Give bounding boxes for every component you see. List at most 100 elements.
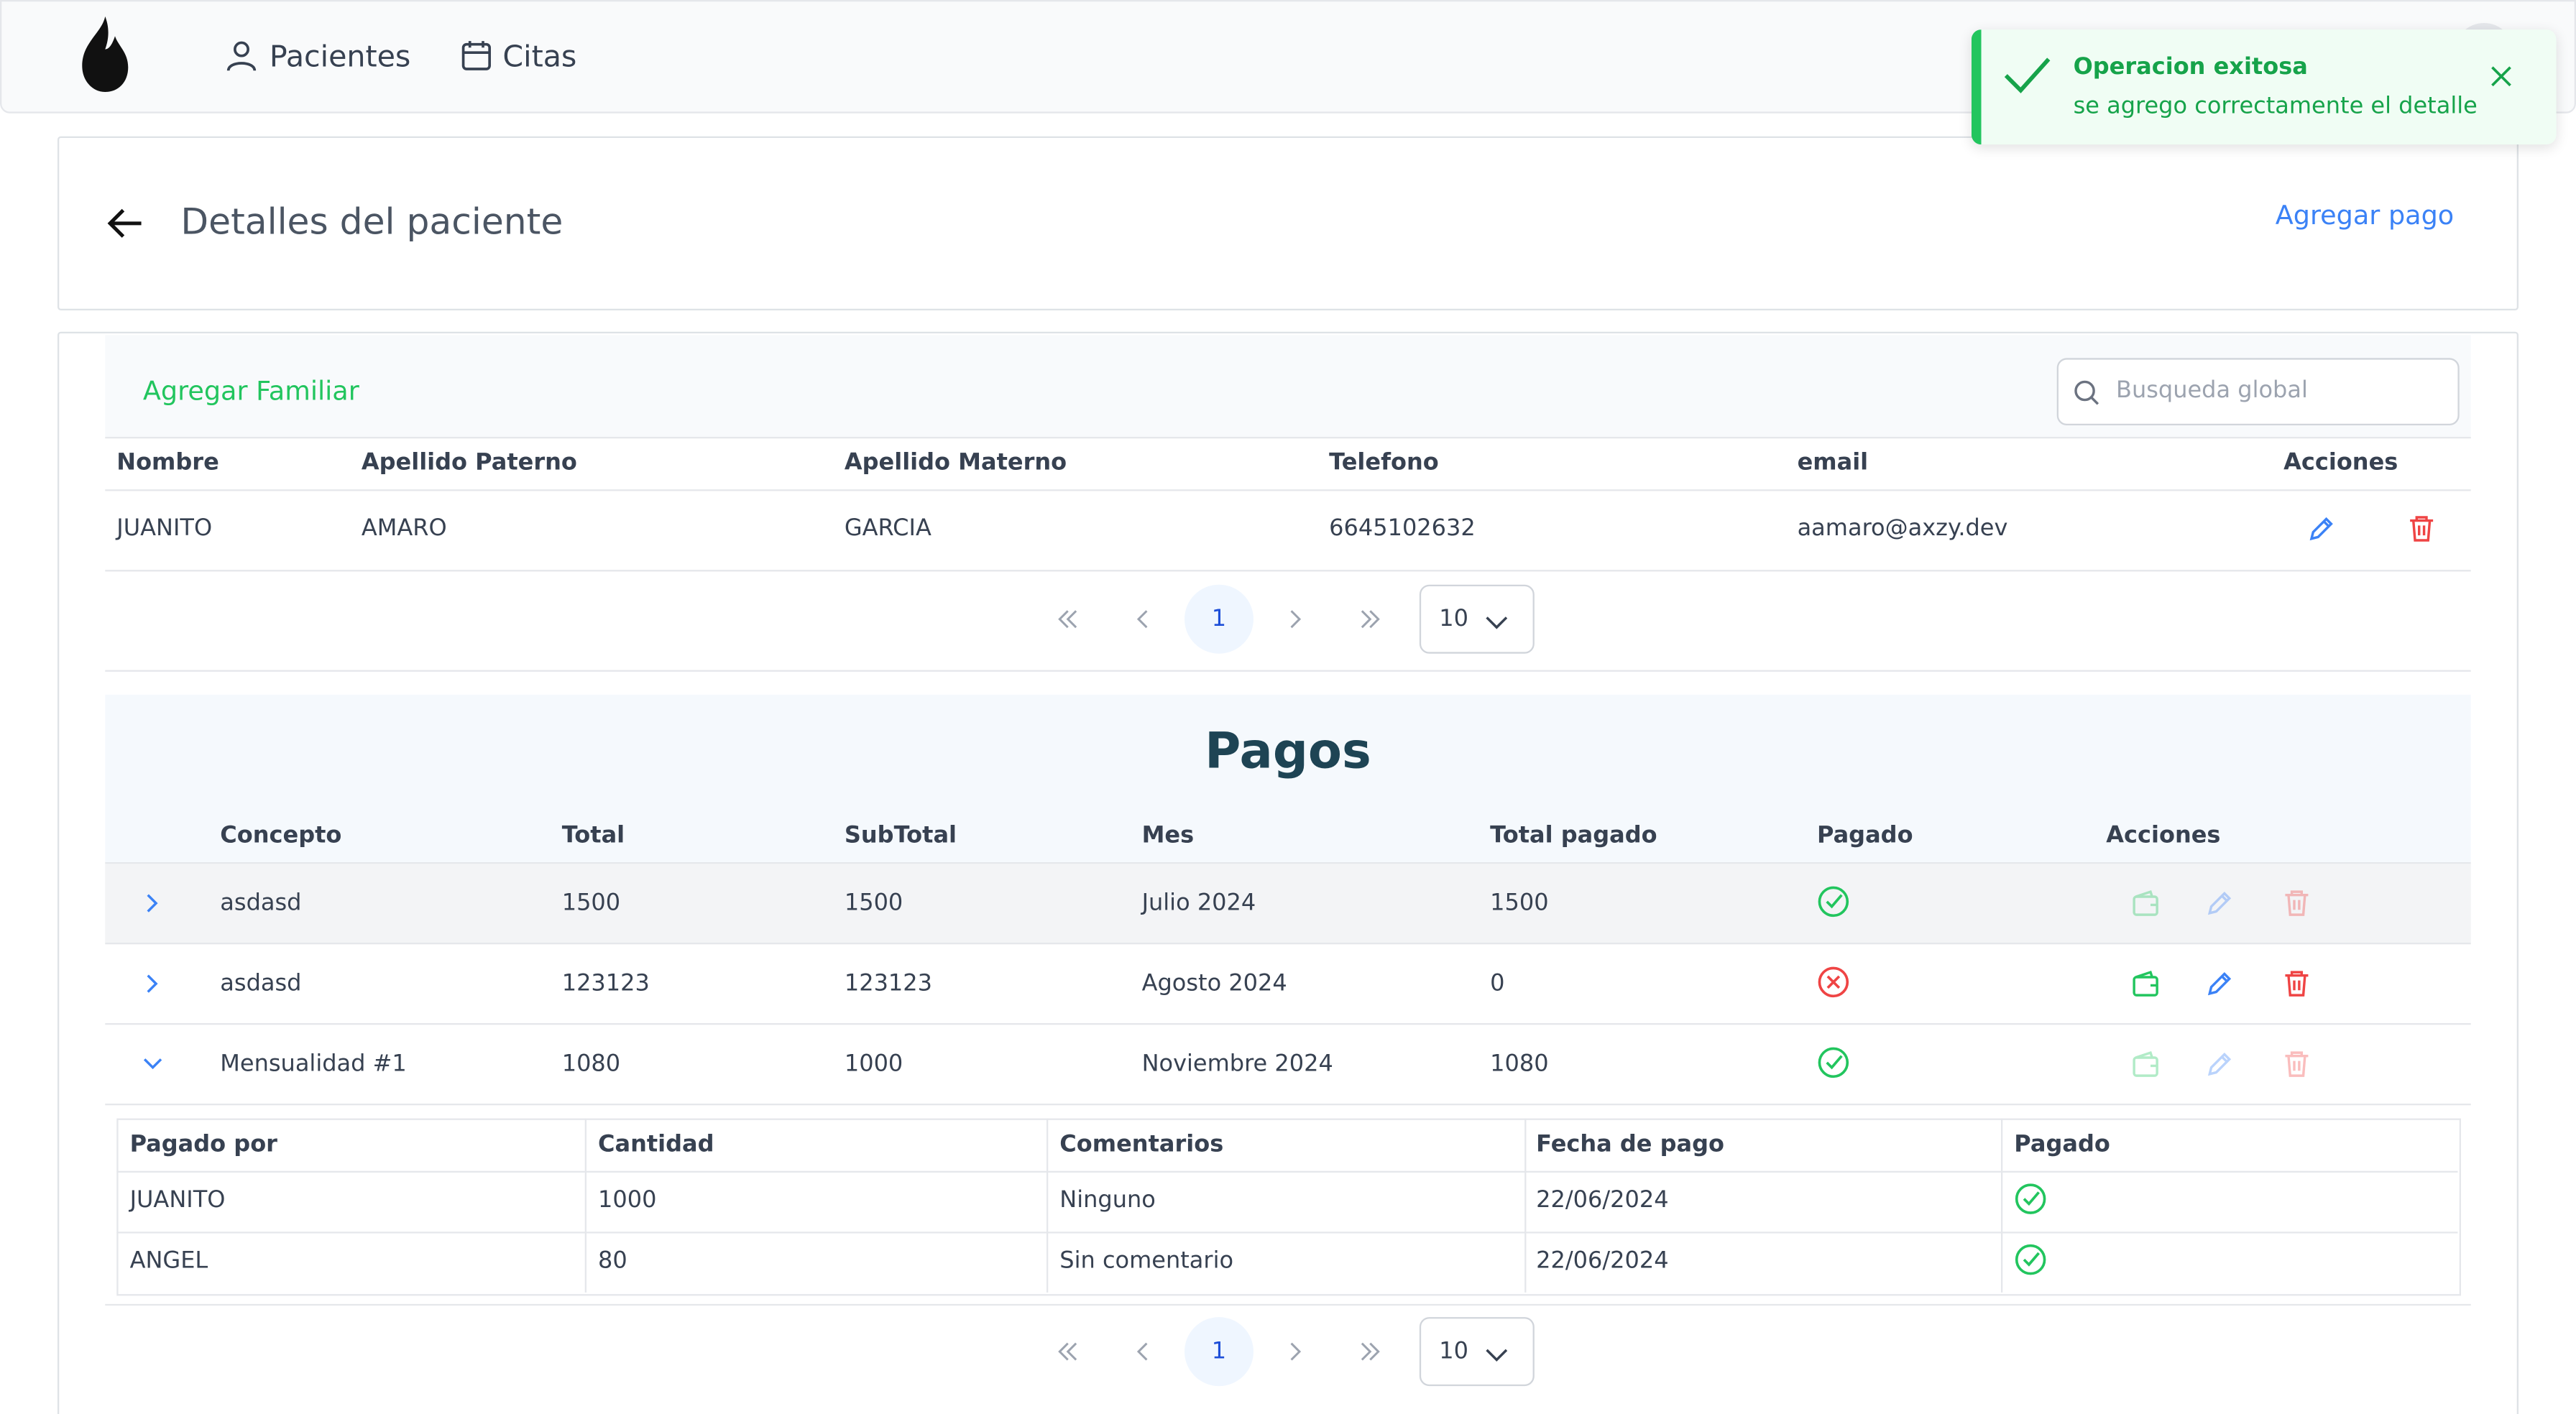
pay-button[interactable] <box>2131 1050 2161 1079</box>
edit-button[interactable] <box>2306 514 2336 543</box>
column-header: Cantidad <box>597 1131 714 1158</box>
table-cell: Julio 2024 <box>1141 889 1256 917</box>
search-placeholder: Busqueda global <box>2115 377 2308 405</box>
delete-button[interactable] <box>2407 514 2437 543</box>
table-cell: 22/06/2024 <box>1536 1248 1669 1275</box>
paid-icon <box>2014 1183 2047 1216</box>
table-cell: Sin comentario <box>1059 1248 1234 1275</box>
table-cell: 1500 <box>844 889 903 917</box>
pay-button[interactable] <box>2131 969 2161 999</box>
column-divider <box>2000 1118 2003 1293</box>
expand-toggle[interactable] <box>142 892 165 915</box>
column-divider <box>1524 1118 1527 1293</box>
pager-button[interactable] <box>1054 609 1081 629</box>
row-divider <box>116 1170 2458 1173</box>
nav-link[interactable]: Pacientes <box>269 40 411 75</box>
column-header: Acciones <box>2106 823 2221 849</box>
row-divider <box>105 861 2471 864</box>
expand-toggle[interactable] <box>142 1053 165 1076</box>
column-header: Pagado por <box>129 1131 277 1158</box>
table-cell: Mensualidad #1 <box>220 1050 407 1078</box>
column-header: Apellido Materno <box>844 450 1067 476</box>
toast-icon <box>2004 57 2051 93</box>
search-icon <box>2074 380 2099 405</box>
column-header: Total pagado <box>1490 823 1657 849</box>
unpaid-icon <box>1817 966 1850 999</box>
pager-button[interactable] <box>1357 1341 1384 1361</box>
delete-button[interactable] <box>2282 969 2312 999</box>
table-cell: 6645102632 <box>1329 515 1476 542</box>
table-cell: JUANITO <box>129 1187 226 1214</box>
back-button[interactable] <box>105 203 144 243</box>
toast <box>1971 29 2557 145</box>
current-page-label: 1 <box>1211 1338 1227 1365</box>
table-cell: 1000 <box>597 1187 657 1214</box>
row-highlight <box>105 864 2471 943</box>
table-cell: 1080 <box>1490 1050 1549 1078</box>
table-cell: GARCIA <box>844 515 932 542</box>
detail-table <box>116 1118 2461 1296</box>
paid-icon <box>2014 1243 2047 1276</box>
payments-header <box>105 694 2471 862</box>
expand-toggle[interactable] <box>142 972 165 995</box>
toast-close[interactable] <box>2490 65 2512 87</box>
pager-button[interactable] <box>1054 1341 1081 1361</box>
add-payment-button[interactable]: Agregar pago <box>2275 199 2455 231</box>
table-cell: AMARO <box>361 515 447 542</box>
nav-link[interactable]: Citas <box>502 40 577 75</box>
column-header: email <box>1797 450 1869 476</box>
paid-icon <box>1817 885 1850 918</box>
table-cell: 1080 <box>561 1050 621 1078</box>
pager-button[interactable] <box>1131 1341 1157 1361</box>
payments-title: Pagos <box>1205 723 1371 781</box>
table-cell: 0 <box>1490 970 1505 997</box>
search-input[interactable] <box>2056 358 2460 425</box>
edit-button[interactable] <box>2204 1050 2234 1079</box>
current-page[interactable] <box>1184 1317 1254 1387</box>
row-divider <box>105 670 2471 672</box>
delete-button[interactable] <box>2282 889 2312 918</box>
header-card <box>57 136 2518 310</box>
logo[interactable] <box>79 16 132 92</box>
pager-button[interactable] <box>1282 1341 1308 1361</box>
edit-button[interactable] <box>2204 889 2234 918</box>
table-cell: 1000 <box>844 1050 903 1078</box>
column-header: Pagado <box>2014 1131 2110 1158</box>
dropdown-icon <box>1485 611 1508 629</box>
delete-button[interactable] <box>2282 1050 2312 1079</box>
add-family-button[interactable]: Agregar Familiar <box>142 375 359 407</box>
pager-button[interactable] <box>1282 609 1308 629</box>
page-size-label: 10 <box>1439 606 1469 632</box>
column-header: Total <box>561 823 625 849</box>
current-page[interactable] <box>1184 584 1254 654</box>
column-header: Apellido Paterno <box>361 450 577 476</box>
pay-button[interactable] <box>2131 889 2161 918</box>
row-divider <box>105 570 2471 572</box>
column-divider <box>1046 1118 1049 1293</box>
dropdown-icon <box>1485 1344 1508 1362</box>
edit-button[interactable] <box>2204 969 2234 999</box>
pager-button[interactable] <box>1131 609 1157 629</box>
row-divider <box>105 436 2471 439</box>
page-size-label: 10 <box>1439 1338 1469 1365</box>
row-divider <box>105 1022 2471 1025</box>
row-divider <box>105 1303 2471 1306</box>
page-size-select[interactable] <box>1419 584 1535 654</box>
table-cell: asdasd <box>220 889 302 917</box>
column-header: SubTotal <box>844 823 957 849</box>
row-divider <box>105 942 2471 945</box>
table-cell: 123123 <box>844 970 933 997</box>
column-header: Concepto <box>220 823 342 849</box>
table-cell: 123123 <box>561 970 650 997</box>
pager-button[interactable] <box>1357 609 1384 629</box>
calendar-icon <box>461 41 491 70</box>
user-icon <box>226 41 257 71</box>
table-cell: ANGEL <box>129 1248 208 1275</box>
column-header: Telefono <box>1329 450 1439 476</box>
table-cell: 80 <box>597 1248 627 1275</box>
table-cell: 1500 <box>561 889 621 917</box>
page-size-select[interactable] <box>1419 1317 1535 1387</box>
table-cell: Ninguno <box>1059 1187 1156 1214</box>
